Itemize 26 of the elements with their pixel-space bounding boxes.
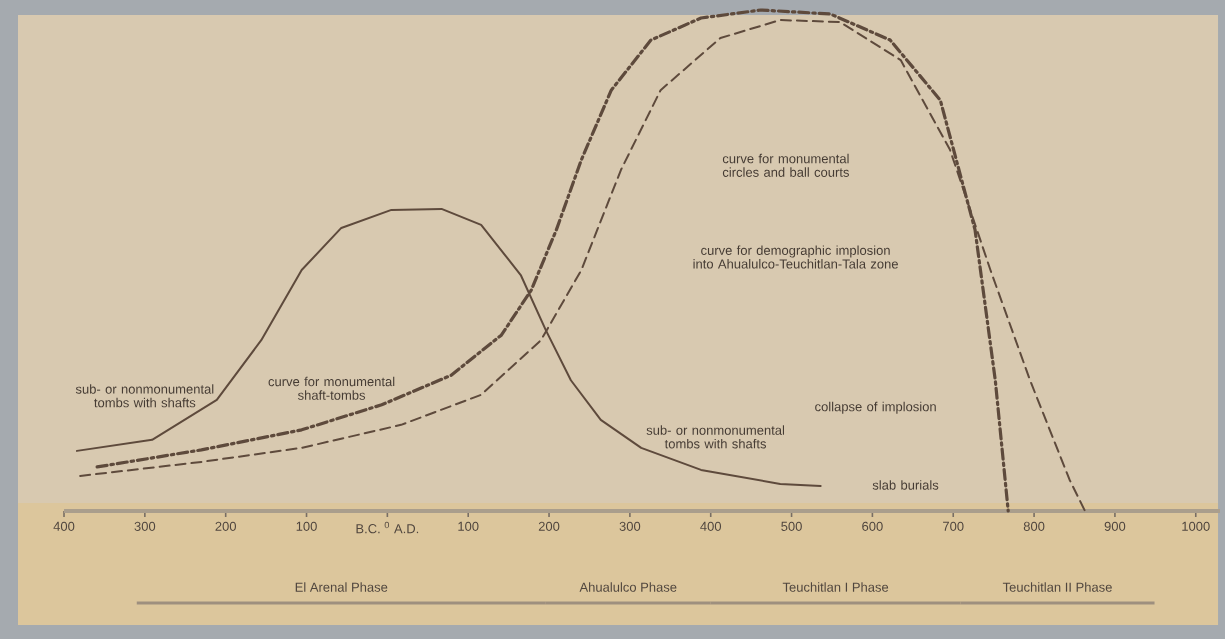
annotation: curve for monumental circles and ball courts <box>722 153 849 177</box>
x-tick-label: 1000 <box>1182 521 1210 531</box>
text: Teuchitlan I Phase <box>782 582 889 592</box>
x-tick-label: 600 <box>862 521 883 531</box>
annotation: sub- or nonmonumental tombs with shafts <box>75 384 214 408</box>
x-tick-label: 400 <box>53 521 75 531</box>
x-tick-label: B.C. $^{0}$ A.D. <box>356 521 419 534</box>
annotation: sub- or nonmonumental tombs with shafts <box>646 425 785 449</box>
annotation: curve for monumental shaft-tombs <box>268 376 395 400</box>
x-tick-label: 400 <box>700 521 722 531</box>
text: Teuchitlan II Phase <box>1002 582 1112 592</box>
x-tick-label: 300 <box>134 521 156 531</box>
text: El Arenal Phase <box>295 582 388 592</box>
annotation: collapse of implosion <box>815 401 936 414</box>
x-tick-label: 500 <box>781 521 802 531</box>
annotation: slab burials <box>872 480 939 490</box>
x-tick-label: 200 <box>538 521 560 531</box>
x-tick-label: 300 <box>619 521 641 531</box>
annotation: curve for demographic implosion into Ahualulco-Teuchitlan-Tala zone <box>693 245 898 269</box>
x-tick-label: 200 <box>215 521 237 531</box>
x-tick-label: 900 <box>1104 521 1126 531</box>
x-tick-label: 800 <box>1023 521 1045 531</box>
text: Ahualulco Phase <box>579 582 677 592</box>
x-tick-label: 700 <box>943 521 964 531</box>
x-tick-label: 100 <box>458 521 479 531</box>
x-tick-label: 100 <box>296 521 317 531</box>
